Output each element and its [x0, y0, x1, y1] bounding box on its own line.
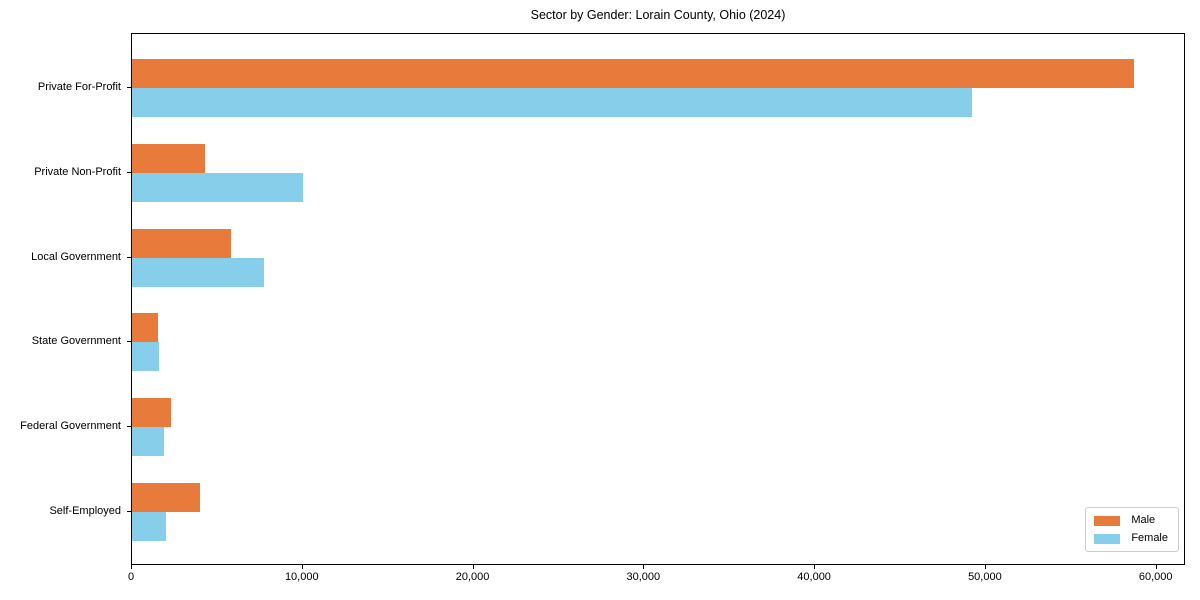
- y-tick-label: State Government: [31, 335, 121, 348]
- plot-area: Male Female: [131, 33, 1185, 565]
- legend-label-female: Female: [1131, 532, 1168, 544]
- bar-female-3: [132, 257, 264, 287]
- y-tick-label: Private For-Profit: [37, 81, 121, 93]
- x-tick-mark: [472, 565, 474, 569]
- legend-label-male: Male: [1131, 514, 1156, 526]
- y-tick-label: Self-Employed: [49, 505, 121, 517]
- x-tick-mark: [131, 565, 132, 569]
- legend-item-male: Male: [1094, 514, 1168, 527]
- bar-male-1: [132, 59, 1135, 88]
- chart-title: Sector by Gender: Lorain County, Ohio (2…: [530, 8, 786, 22]
- bar-female-2: [132, 172, 303, 202]
- x-tick-label: 60,000: [1138, 571, 1173, 583]
- bar-female-1: [132, 88, 973, 117]
- x-tick-mark: [301, 565, 303, 569]
- bar-female-5: [132, 427, 165, 457]
- y-tick-mark: [127, 341, 131, 343]
- y-tick-mark: [127, 256, 131, 258]
- x-tick-label: 40,000: [797, 571, 831, 583]
- x-tick-mark: [814, 565, 816, 569]
- bar-male-4: [132, 313, 158, 343]
- x-tick-mark: [643, 565, 645, 569]
- y-tick-label: Local Government: [31, 250, 121, 263]
- x-tick-mark: [984, 565, 986, 569]
- y-tick-mark: [127, 87, 131, 88]
- legend-item-female: Female: [1094, 532, 1168, 545]
- female-swatch-icon: [1094, 533, 1121, 544]
- x-tick-label: 20,000: [455, 571, 490, 583]
- y-tick-mark: [127, 511, 131, 512]
- legend: Male Female: [1085, 507, 1179, 552]
- bar-male-2: [132, 143, 206, 173]
- y-tick-mark: [127, 426, 131, 428]
- bar-male-6: [132, 483, 201, 512]
- bar-female-4: [132, 342, 160, 372]
- x-tick-label: 50,000: [968, 571, 1002, 583]
- male-swatch-icon: [1094, 515, 1121, 526]
- y-tick-label: Private Non-Profit: [34, 165, 121, 178]
- x-tick-label: 10,000: [284, 571, 319, 583]
- x-tick-label: 30,000: [626, 571, 661, 583]
- bar-male-5: [132, 398, 172, 428]
- y-tick-label: Federal Government: [20, 420, 121, 433]
- x-tick-label: 0: [127, 571, 135, 583]
- y-tick-mark: [127, 171, 131, 173]
- bar-female-6: [132, 512, 167, 541]
- x-tick-mark: [1155, 565, 1157, 569]
- bar-male-3: [132, 228, 232, 258]
